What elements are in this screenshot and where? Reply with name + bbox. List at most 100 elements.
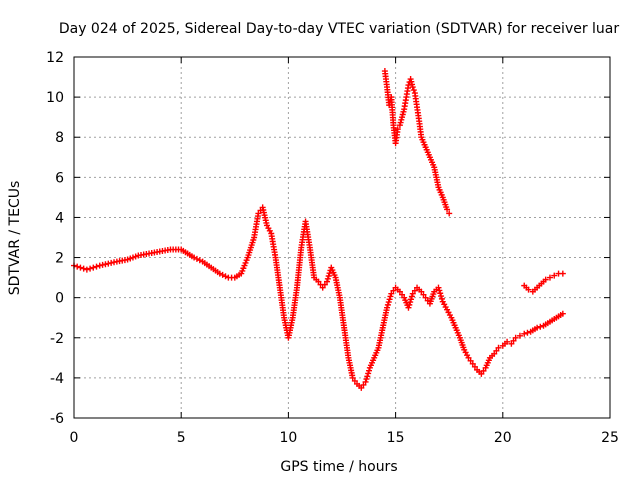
- data-point: [437, 290, 444, 297]
- data-point: [408, 296, 415, 303]
- data-point: [551, 272, 558, 279]
- x-tick-label: 5: [177, 430, 186, 446]
- data-point: [411, 287, 418, 294]
- data-point: [510, 337, 517, 344]
- data-point: [396, 288, 403, 295]
- data-point: [351, 377, 358, 384]
- data-point: [364, 373, 371, 380]
- data-point: [255, 210, 262, 217]
- data-point: [559, 310, 566, 317]
- data-point: [408, 293, 415, 300]
- data-point: [358, 384, 365, 391]
- x-tick-label: 10: [279, 430, 297, 446]
- y-tick-label: 4: [55, 210, 64, 226]
- data-point: [399, 291, 406, 298]
- data-point: [360, 381, 367, 388]
- data-point: [446, 210, 453, 217]
- data-point: [407, 299, 414, 306]
- data-point: [80, 265, 87, 272]
- series-late-segment: [521, 270, 566, 295]
- data-point: [321, 281, 328, 288]
- data-point: [559, 270, 566, 277]
- data-point: [525, 286, 532, 293]
- data-point: [465, 354, 472, 361]
- data-point: [504, 338, 511, 345]
- data-point: [493, 347, 500, 354]
- data-point: [315, 278, 322, 285]
- data-point: [74, 263, 81, 270]
- y-tick-label: 0: [55, 291, 64, 307]
- y-axis-label: SDTVAR / TECUs: [7, 181, 23, 296]
- data-point: [491, 350, 498, 357]
- data-point: [471, 363, 478, 370]
- x-tick-label: 25: [601, 430, 619, 446]
- data-point: [512, 334, 519, 341]
- data-point: [418, 288, 425, 295]
- data-point: [384, 304, 391, 311]
- y-tick-label: 6: [55, 170, 64, 186]
- data-point: [87, 265, 94, 272]
- data-point: [362, 378, 369, 385]
- y-tick-label: -2: [50, 331, 64, 347]
- data-point: [390, 287, 397, 294]
- y-tick-label: 2: [55, 251, 64, 267]
- series-upper-spike: [381, 68, 453, 217]
- data-point: [77, 264, 84, 271]
- data-point: [349, 374, 356, 381]
- data-point: [324, 275, 331, 282]
- data-point: [394, 126, 401, 133]
- y-tick-label: 8: [55, 130, 64, 146]
- data-point: [410, 87, 417, 94]
- data-point: [534, 324, 541, 331]
- data-point: [516, 332, 523, 339]
- data-point: [405, 304, 412, 311]
- data-point: [409, 290, 416, 297]
- tick-labels: 0 5 10 15 20 25 -6 -4 -2 0 2 4 6 8 10 12: [46, 50, 619, 446]
- data-point: [521, 330, 528, 337]
- axes: [73, 56, 611, 419]
- data-point: [537, 323, 544, 330]
- data-point: [524, 329, 531, 336]
- data-point: [388, 290, 395, 297]
- data-point: [435, 284, 442, 291]
- y-tick-label: 10: [46, 90, 64, 106]
- data-point: [90, 264, 97, 271]
- y-tick-label: 12: [46, 50, 64, 66]
- data-point: [83, 266, 90, 273]
- data-point: [384, 301, 391, 308]
- data-point: [495, 344, 502, 351]
- data-point: [480, 367, 487, 374]
- data-point: [422, 294, 429, 301]
- data-point: [406, 301, 413, 308]
- data-point: [385, 299, 392, 306]
- x-tick-label: 0: [70, 430, 79, 446]
- x-axis-label: GPS time / hours: [280, 459, 397, 475]
- data-point: [420, 291, 427, 298]
- data-point: [319, 284, 326, 291]
- data-point: [386, 296, 393, 303]
- data-point: [323, 278, 330, 285]
- data-point: [546, 274, 553, 281]
- x-tick-label: 20: [494, 430, 512, 446]
- data-point: [469, 360, 476, 367]
- chart-title: Day 024 of 2025, Sidereal Day-to-day VTE…: [59, 21, 620, 37]
- data-point: [366, 367, 373, 374]
- data-point: [438, 295, 445, 302]
- series-main-trace: [71, 204, 566, 391]
- data-point: [478, 370, 485, 377]
- data-point: [467, 357, 474, 364]
- data-point: [444, 206, 451, 213]
- data-point: [436, 287, 443, 294]
- data-point: [508, 340, 515, 347]
- data-point: [93, 263, 100, 270]
- plot-frame: [73, 56, 611, 419]
- data-point: [363, 376, 370, 383]
- data-point: [542, 276, 549, 283]
- data-point: [365, 370, 372, 377]
- y-tick-label: -4: [50, 371, 64, 387]
- data-series: [71, 68, 566, 391]
- y-tick-label: -6: [50, 411, 64, 427]
- data-point: [325, 273, 332, 280]
